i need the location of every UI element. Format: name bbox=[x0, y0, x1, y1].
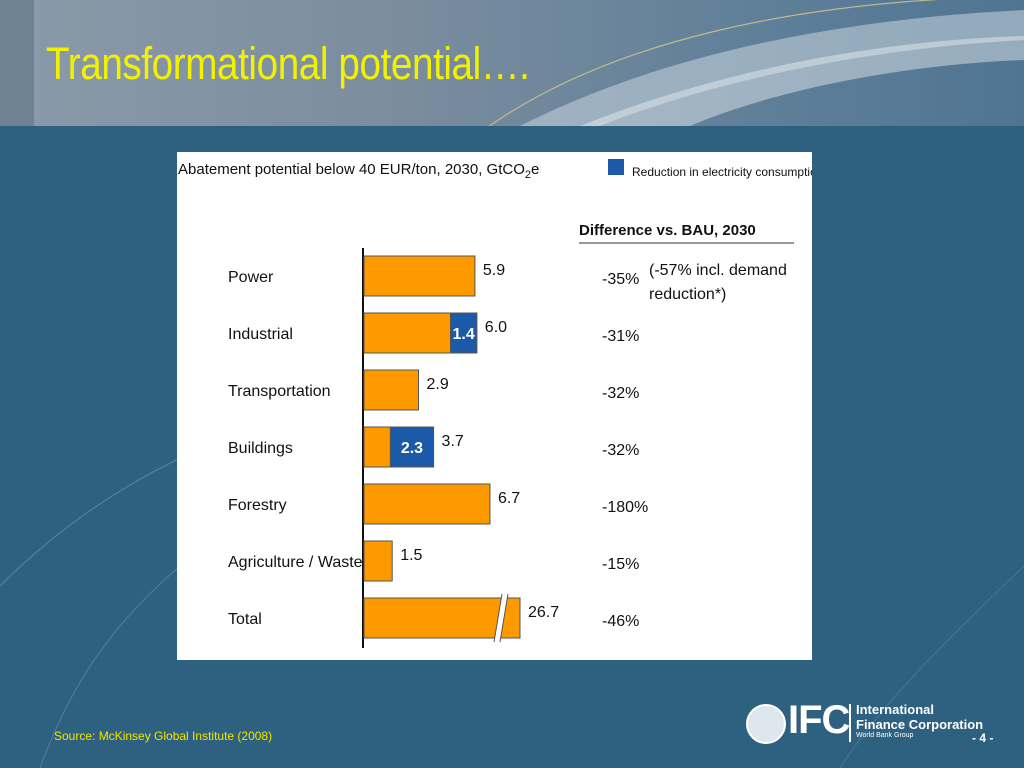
category-label: Agriculture / Waste bbox=[228, 554, 363, 571]
slide-title: Transformational potential…. bbox=[46, 38, 530, 89]
page-number: - 4 - bbox=[972, 731, 994, 745]
value-label: 26.7 bbox=[528, 604, 559, 621]
logo-divider bbox=[849, 704, 851, 742]
value-label: 5.9 bbox=[483, 262, 505, 279]
source-note: Source: McKinsey Global Institute (2008) bbox=[54, 729, 273, 743]
electricity-label: 2.3 bbox=[401, 440, 423, 457]
difference-value: -15% bbox=[602, 556, 639, 573]
electricity-segment bbox=[449, 312, 478, 354]
value-label: 3.7 bbox=[442, 433, 464, 450]
axis-break-gap bbox=[494, 594, 508, 642]
category-label: Total bbox=[228, 611, 262, 628]
bar bbox=[363, 483, 491, 525]
difference-value: -180% bbox=[602, 499, 648, 516]
bar bbox=[363, 597, 521, 639]
difference-value: -32% bbox=[602, 442, 639, 459]
header-swoosh bbox=[488, 0, 1024, 126]
logo-line2: Finance Corporation bbox=[856, 717, 984, 732]
value-label: 6.7 bbox=[498, 490, 520, 507]
category-label: Transportation bbox=[228, 383, 331, 400]
axis-break-line bbox=[493, 593, 503, 643]
value-label: 1.5 bbox=[400, 547, 422, 564]
logo-abbr: IFC bbox=[788, 698, 850, 742]
difference-note: reduction*) bbox=[649, 286, 726, 303]
difference-value: -46% bbox=[602, 613, 639, 630]
axis-break-line bbox=[499, 593, 509, 643]
difference-value: -35% bbox=[602, 271, 639, 288]
difference-value: -32% bbox=[602, 385, 639, 402]
category-label: Forestry bbox=[228, 497, 287, 514]
bar bbox=[363, 540, 393, 582]
category-label: Buildings bbox=[228, 440, 293, 457]
legend-swatch bbox=[608, 159, 624, 175]
header-band bbox=[0, 0, 34, 126]
electricity-label: 1.4 bbox=[453, 326, 475, 343]
globe-icon bbox=[746, 704, 786, 744]
slide-header: Transformational potential…. bbox=[0, 0, 1024, 126]
difference-value: -31% bbox=[602, 328, 639, 345]
value-label: 2.9 bbox=[427, 376, 449, 393]
electricity-segment bbox=[389, 426, 435, 468]
chart-panel: Abatement potential below 40 EUR/ton, 20… bbox=[177, 152, 812, 660]
abatement-chart: Abatement potential below 40 EUR/ton, 20… bbox=[178, 159, 812, 648]
bar bbox=[363, 255, 476, 297]
logo-line3: World Bank Group bbox=[856, 732, 914, 739]
ifc-logo: IFC International Finance Corporation Wo… bbox=[746, 698, 1006, 746]
chart-rows: Power 5.9 -35% (-57% incl. demand reduction*… bbox=[228, 255, 787, 643]
category-label: Power bbox=[228, 269, 274, 286]
category-label: Industrial bbox=[228, 326, 293, 343]
legend-label: Reduction in electricity consumption bbox=[632, 165, 812, 179]
chart-title: Abatement potential below 40 EUR/ton, 20… bbox=[178, 161, 539, 181]
bar bbox=[363, 369, 420, 411]
difference-note: (-57% incl. demand bbox=[649, 262, 787, 279]
difference-header: Difference vs. BAU, 2030 bbox=[579, 222, 756, 239]
logo-line1: International bbox=[856, 702, 935, 717]
value-label: 6.0 bbox=[485, 319, 507, 336]
